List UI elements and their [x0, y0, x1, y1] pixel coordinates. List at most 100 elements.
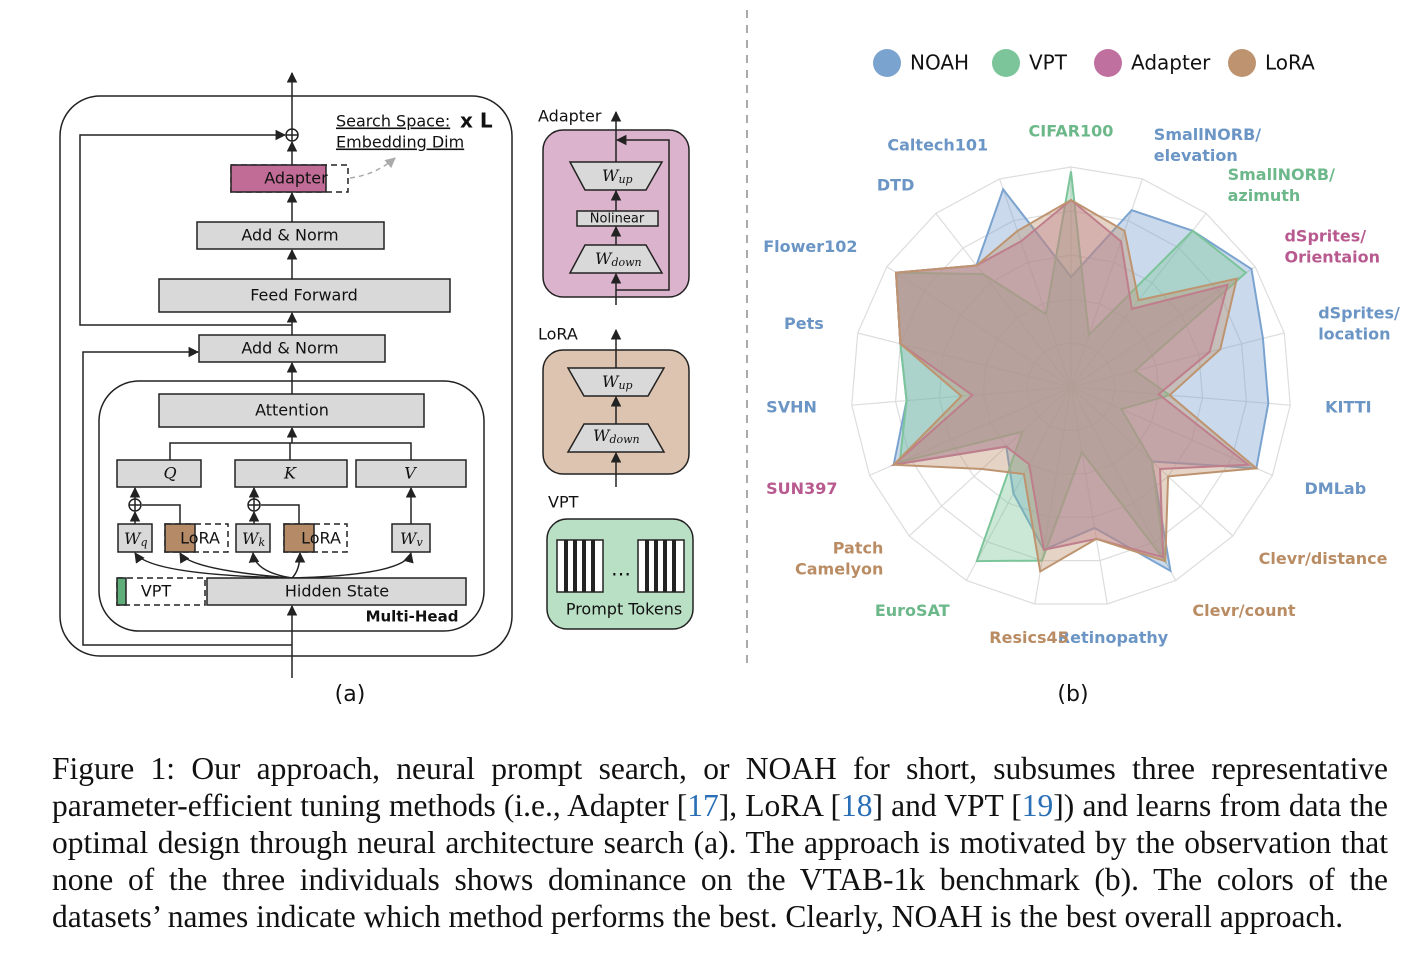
- caption-text: Figure 1: Our approach, neural prompt se…: [52, 751, 1388, 823]
- spoke: [1070, 386, 1108, 605]
- radar-chart: CIFAR100 SmallNORB/elevationSmallNORB/azi…: [763, 49, 1400, 707]
- series-area: [891, 198, 1259, 574]
- search-space: Search Space:: [336, 112, 450, 131]
- prompt-tokens-label: Prompt Tokens: [566, 600, 682, 619]
- w-up-label: Wup: [602, 166, 633, 187]
- panel-label: (a): [335, 682, 366, 707]
- token-dots: …: [611, 557, 631, 581]
- diagram: Search Space: Embedding Dim x L Adapter …: [59, 71, 513, 707]
- wv-label: Wv: [400, 529, 423, 550]
- q-box: [116, 459, 202, 488]
- spoke: [1034, 386, 1072, 605]
- wv-box: [391, 523, 431, 553]
- add-norm-box: [198, 334, 386, 363]
- category-label: Flower102: [763, 237, 857, 256]
- module-title: LoRA: [538, 325, 578, 344]
- caption-text: ] and VPT [: [872, 788, 1022, 823]
- spoke: [998, 178, 1072, 388]
- w-down-label: Wdown: [593, 426, 640, 447]
- lora-box: [283, 523, 315, 553]
- category-label: CIFAR100: [1029, 122, 1114, 141]
- legend-swatch: [873, 49, 901, 77]
- legend-swatch: [1094, 49, 1122, 77]
- w-down: [568, 244, 664, 274]
- category-label: Caltech101: [887, 135, 988, 154]
- v-box: [355, 459, 467, 488]
- citation: 18: [840, 788, 873, 823]
- multi-head-label: Multi-Head: [366, 608, 459, 626]
- plus-signs: [129, 129, 298, 511]
- legend-swatch: [1228, 49, 1256, 77]
- spoke: [965, 386, 1072, 581]
- caption: Figure 1: Our approach, neural prompt se…: [52, 750, 1388, 935]
- adapter-label: Adapter: [264, 169, 328, 188]
- grid-ring: [982, 298, 1160, 475]
- modules: Adapter Wup Nolinear Wdown LoRA Wup Wdow…: [538, 107, 694, 630]
- spoke: [1070, 386, 1177, 581]
- legend-label: Adapter: [1131, 51, 1211, 75]
- vpt-token: [116, 577, 127, 606]
- k-label: K: [283, 464, 297, 483]
- lora-label: LoRA: [180, 529, 220, 548]
- layer-frame: [59, 95, 513, 657]
- category-label: SmallNORB/: [1154, 125, 1261, 144]
- wq-box: [117, 523, 153, 553]
- grid-ring: [1026, 342, 1116, 431]
- k-box: [234, 459, 348, 488]
- category-label: dSprites/: [1284, 227, 1366, 246]
- category-label: Orientaion: [1284, 248, 1380, 267]
- category-label: Camelyon: [795, 560, 883, 579]
- spoke: [1070, 386, 1291, 406]
- citation: 17: [687, 788, 719, 823]
- vpt-space: [116, 577, 206, 606]
- category-label: Patch: [833, 539, 884, 558]
- category-label: SmallNORB/: [1228, 165, 1335, 184]
- legend-label: LoRA: [1265, 51, 1315, 75]
- wq-label: Wq: [124, 529, 148, 550]
- category-label: azimuth: [1228, 186, 1301, 205]
- search-space: Embedding Dim: [336, 133, 464, 152]
- attention-box: [158, 393, 425, 428]
- grid-ring: [894, 210, 1248, 562]
- spoke: [886, 266, 1072, 388]
- v-label: V: [404, 464, 417, 483]
- citation: 19: [1021, 788, 1054, 823]
- add-norm-label: Add & Norm: [241, 226, 338, 245]
- spoke: [1070, 266, 1256, 388]
- legend-swatch: [992, 49, 1020, 77]
- spoke: [857, 332, 1072, 388]
- lora-space: [164, 523, 229, 553]
- wk-box: [235, 523, 271, 553]
- category-label: Pets: [784, 314, 824, 333]
- panel-label: (b): [1057, 682, 1088, 707]
- w-down-label: Wdown: [595, 249, 642, 270]
- category-label: SVHN: [766, 398, 817, 417]
- spoke: [908, 386, 1072, 537]
- caption-text: ], LoRA [: [718, 788, 841, 823]
- w-up: [568, 161, 664, 191]
- connectors: [79, 71, 417, 678]
- spoke: [1070, 178, 1144, 388]
- hidden-state-label: Hidden State: [285, 582, 389, 601]
- lora-box: [164, 523, 196, 553]
- spoke: [1070, 386, 1273, 476]
- module-title: VPT: [548, 493, 579, 512]
- category-label: DMLab: [1305, 479, 1367, 498]
- spoke: [1070, 332, 1285, 388]
- nonlinear-box: [576, 210, 659, 227]
- adapter-box: [230, 164, 327, 193]
- category-label: Retinopathy: [1058, 628, 1169, 647]
- lora-label: LoRA: [301, 529, 341, 548]
- token-icons: [556, 539, 685, 593]
- hidden-state-box: [206, 577, 467, 606]
- w-down: [566, 423, 666, 453]
- q-label: Q: [163, 464, 176, 483]
- category-label: Clevr/count: [1192, 601, 1296, 620]
- repeat-label: x L: [460, 109, 493, 133]
- nonlinear-label: Nolinear: [590, 212, 645, 227]
- add-norm-label: Add & Norm: [241, 339, 338, 358]
- adapter-arrows: [610, 110, 670, 305]
- category-label: location: [1318, 324, 1390, 343]
- module-title: Adapter: [538, 107, 602, 126]
